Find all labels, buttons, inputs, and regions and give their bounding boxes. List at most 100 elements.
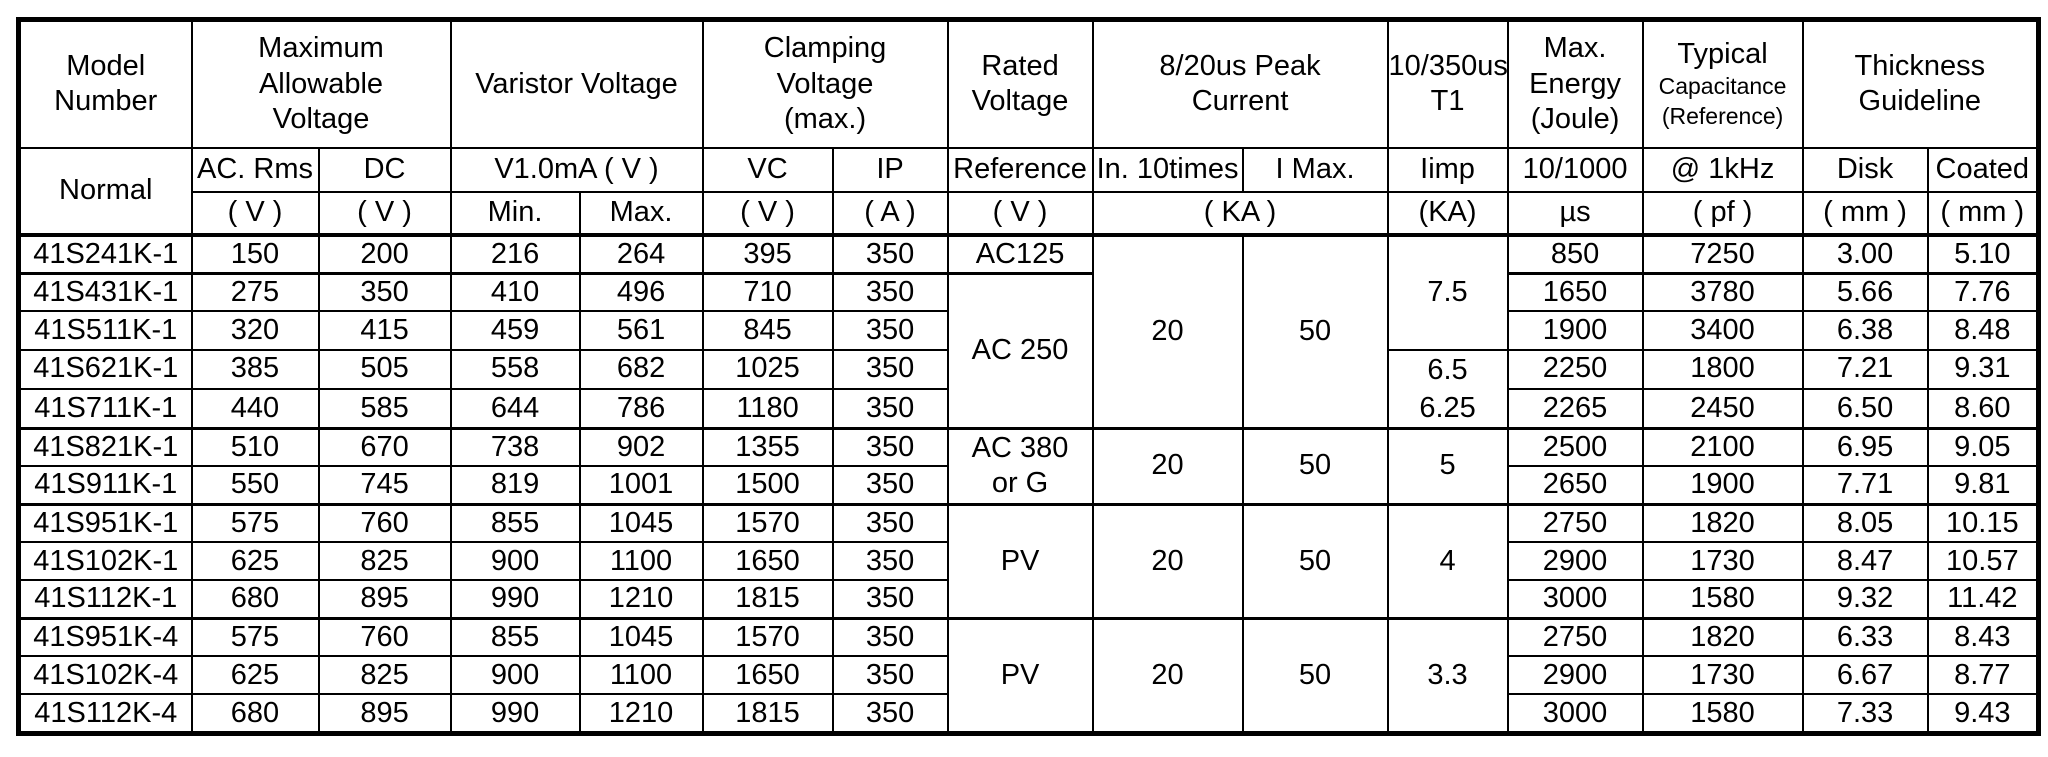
cell-coated: 8.60: [1926, 387, 2040, 430]
unit-vc: ( V ): [701, 190, 834, 237]
cell-in-10times: 20: [1091, 616, 1244, 735]
subheader-in-10times: In. 10times: [1091, 146, 1244, 193]
table-row: 41S951K-1 575 760 855 1045 1570 350 PV 2…: [17, 502, 2040, 620]
unit-ac-rms: ( V ): [190, 190, 320, 237]
cell-coated: 8.48: [1926, 310, 2040, 351]
cell-v-min: 900: [449, 541, 581, 582]
subheader-iimp: Iimp: [1386, 146, 1509, 193]
cell-energy: 850: [1506, 233, 1644, 275]
unit-ip: ( A ): [831, 190, 949, 237]
cell-v-max: 1045: [578, 502, 704, 544]
cell-dc: 670: [317, 426, 452, 468]
cell-capacitance: 3780: [1641, 271, 1804, 313]
table-row: 41S951K-4 575 760 855 1045 1570 350 PV 2…: [17, 616, 2040, 735]
cell-rated-voltage: AC 380 or G: [946, 426, 1094, 506]
unit-reference: ( V ): [946, 190, 1094, 237]
cell-ac-rms: 320: [190, 310, 320, 351]
table-row: 41S821K-1 510 670 738 902 1355 350 AC 38…: [17, 426, 2040, 506]
subheader-coated: Coated: [1926, 146, 2040, 193]
cell-disk: 6.50: [1801, 387, 1929, 430]
cell-i-max: 50: [1241, 233, 1389, 430]
unit-v-max: Max.: [578, 190, 704, 237]
cell-model: 41S102K-1: [17, 541, 193, 582]
cell-v-min: 738: [449, 426, 581, 468]
cell-capacitance: 1800: [1641, 348, 1804, 390]
cell-i-max: 50: [1241, 502, 1389, 620]
col-header-10-350us-t1: 10/350us T1: [1386, 18, 1509, 149]
cell-in-10times: 20: [1091, 502, 1244, 620]
cell-energy: 2750: [1506, 502, 1644, 544]
cell-model: 41S711K-1: [17, 387, 193, 430]
cell-v-max: 1210: [578, 579, 704, 620]
cell-coated: 10.15: [1926, 502, 2040, 544]
cell-i-max: 50: [1241, 616, 1389, 735]
cell-in-10times: 20: [1091, 233, 1244, 430]
cell-ac-rms: 680: [190, 693, 320, 735]
col-header-thickness-guideline: Thickness Guideline: [1801, 18, 2040, 149]
cell-dc: 895: [317, 693, 452, 735]
cell-energy: 2650: [1506, 465, 1644, 506]
subheader-10-1000: 10/1000: [1506, 146, 1644, 193]
cell-vc: 1650: [701, 655, 834, 696]
cell-dc: 505: [317, 348, 452, 390]
cell-ip: 350: [831, 387, 949, 430]
cell-vc: 1815: [701, 693, 834, 735]
subheader-at-1khz: @ 1kHz: [1641, 146, 1804, 193]
subheader-vc: VC: [701, 146, 834, 193]
unit-v-min: Min.: [449, 190, 581, 237]
cell-vc: 845: [701, 310, 834, 351]
cell-ip: 350: [831, 541, 949, 582]
cell-model: 41S911K-1: [17, 465, 193, 506]
cell-coated: 7.76: [1926, 271, 2040, 313]
table-row: 41S431K-1 275 350 410 496 710 350 AC 250…: [17, 271, 2040, 430]
cell-rated-voltage: AC125: [946, 233, 1094, 275]
cell-ip: 350: [831, 426, 949, 468]
cell-capacitance: 2450: [1641, 387, 1804, 430]
spec-table: Model Number Maximum Allowable Voltage V…: [16, 17, 2042, 736]
unit-cap-pf: ( pf ): [1641, 190, 1804, 237]
cell-ip: 350: [831, 655, 949, 696]
cell-vc: 1500: [701, 465, 834, 506]
cell-rated-voltage: PV: [946, 616, 1094, 735]
cell-ip: 350: [831, 616, 949, 658]
cell-dc: 200: [317, 233, 452, 275]
cell-energy: 1650: [1506, 271, 1644, 313]
cell-model: 41S431K-1: [17, 271, 193, 313]
cell-v-min: 819: [449, 465, 581, 506]
datasheet-page: Model Number Maximum Allowable Voltage V…: [16, 17, 2042, 736]
cell-v-min: 644: [449, 387, 581, 430]
cell-v-min: 990: [449, 693, 581, 735]
table-row: 41S241K-1 150 200 216 264 395 350 AC125 …: [17, 233, 2040, 430]
cell-ac-rms: 150: [190, 233, 320, 275]
cell-rated-voltage: AC 250: [946, 271, 1094, 430]
cell-ac-rms: 680: [190, 579, 320, 620]
cell-disk: 7.21: [1801, 348, 1929, 390]
cell-ip: 350: [831, 310, 949, 351]
cell-capacitance: 1900: [1641, 465, 1804, 506]
table-row: 41S511K-1 320 415 459 561 845 350 1900 3…: [17, 310, 2040, 351]
cell-v-min: 216: [449, 233, 581, 275]
cell-energy: 3000: [1506, 693, 1644, 735]
cell-ip: 350: [831, 348, 949, 390]
cell-model: 41S102K-4: [17, 655, 193, 696]
cell-v-min: 990: [449, 579, 581, 620]
cell-model: 41S821K-1: [17, 426, 193, 468]
table-row: 41S711K-1 440 585 644 786 1180 350 2265 …: [17, 387, 2040, 430]
cell-dc: 825: [317, 541, 452, 582]
cell-v-max: 786: [578, 387, 704, 430]
cell-v-min: 459: [449, 310, 581, 351]
unit-energy-us: µs: [1506, 190, 1644, 237]
col-header-model-number: Model Number: [17, 18, 193, 149]
cell-iimp: 7.5: [1386, 233, 1509, 351]
iimp-value-row5: 6.25: [1419, 391, 1476, 424]
cell-model: 41S511K-1: [17, 310, 193, 351]
cell-vc: 1570: [701, 502, 834, 544]
capacitance-title-line3: (Reference): [1661, 102, 1784, 129]
cell-v-max: 561: [578, 310, 704, 351]
cell-energy: 2250: [1506, 348, 1644, 390]
table-row: 41S112K-4 680 895 990 1210 1815 350 3000…: [17, 693, 2040, 735]
unit-iimp-ka: (KA): [1386, 190, 1509, 237]
cell-v-max: 682: [578, 348, 704, 390]
cell-energy: 2900: [1506, 655, 1644, 696]
cell-ip: 350: [831, 579, 949, 620]
